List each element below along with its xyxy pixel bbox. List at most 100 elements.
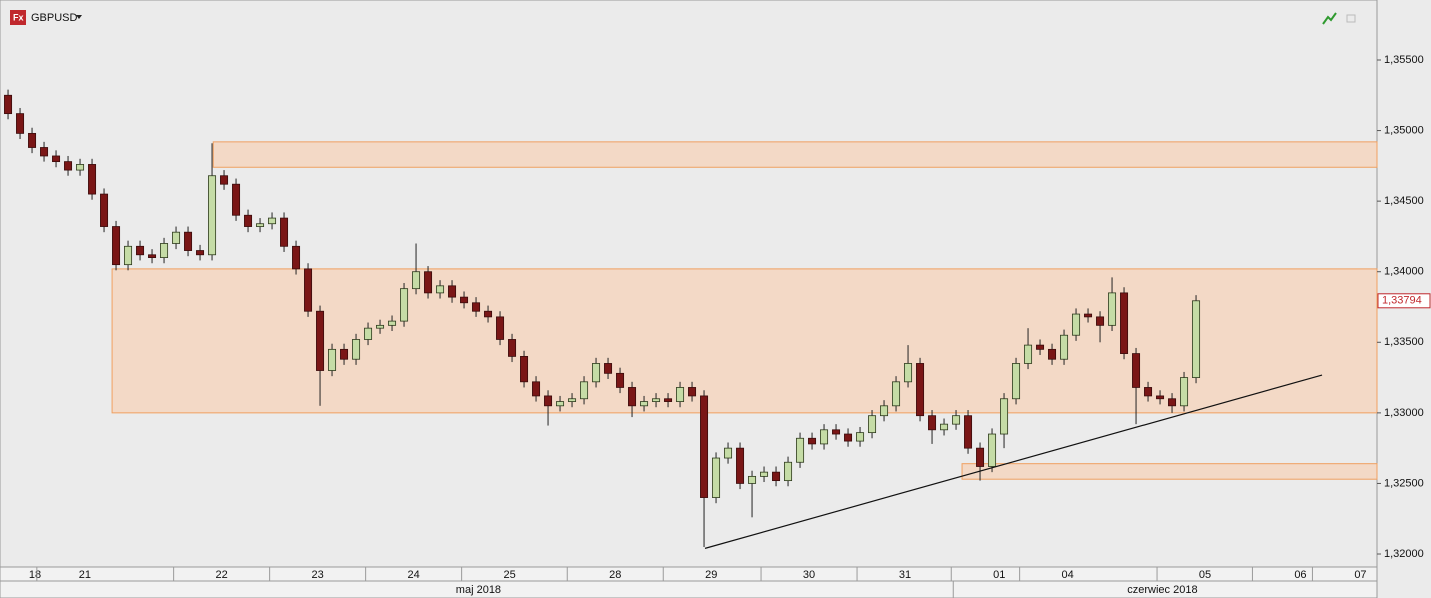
candle-body <box>148 254 157 258</box>
x-tick-label: 24 <box>408 569 420 581</box>
symbol-title[interactable]: GBPUSD <box>31 12 78 24</box>
trend-icon[interactable] <box>1322 12 1337 25</box>
candle-body <box>760 471 769 477</box>
candle-body <box>400 288 409 322</box>
candle-body <box>76 164 85 171</box>
candle-body <box>952 415 961 425</box>
candle-body <box>784 461 793 482</box>
x-tick-label: 04 <box>1062 569 1074 581</box>
x-tick-label: 01 <box>993 569 1005 581</box>
y-tick-label: 1,32500 <box>1384 477 1424 489</box>
candle-body <box>1096 316 1105 326</box>
candle-body <box>160 243 169 258</box>
candle-body <box>376 324 385 329</box>
candle-body <box>880 405 889 417</box>
candle-body <box>496 316 505 340</box>
candle-body <box>796 437 805 463</box>
zone <box>961 463 1378 480</box>
x-tick-label: 28 <box>609 569 621 581</box>
candle-body <box>100 193 109 227</box>
toolbar: Fx GBPUSD <box>10 10 1356 25</box>
candle-body <box>1192 300 1201 378</box>
candle-body <box>832 429 841 435</box>
candle-body <box>736 447 745 484</box>
candle-body <box>532 381 541 397</box>
candle-body <box>40 147 49 157</box>
candle-body <box>964 415 973 449</box>
candle-body <box>1156 395 1165 400</box>
candle-body <box>808 437 817 445</box>
chart-layer: 1,32000 1,32500 1,33000 1,33500 1,34000 1,345… <box>4 54 1431 598</box>
candle-body <box>484 310 493 318</box>
candle-body <box>976 447 985 467</box>
x-tick-label: 07 <box>1354 569 1366 581</box>
candle-body <box>4 94 13 115</box>
candle-body <box>844 433 853 442</box>
candle-body <box>112 226 121 266</box>
x-tick-label: 29 <box>705 569 717 581</box>
candle-body <box>424 271 433 294</box>
candle-body <box>460 296 469 304</box>
fx-icon[interactable] <box>10 10 26 25</box>
candle-body <box>448 285 457 298</box>
candle-body <box>940 423 949 431</box>
candle-body <box>64 161 73 171</box>
candle-body <box>856 432 865 442</box>
candle-body <box>556 401 565 407</box>
candle-body <box>652 398 661 402</box>
candle-body <box>364 327 373 340</box>
x-axis-area <box>0 566 1378 598</box>
candle-body <box>208 175 217 256</box>
candle-body <box>1048 348 1057 360</box>
candle-body <box>676 387 685 402</box>
candle-body <box>640 401 649 407</box>
candle-body <box>88 164 97 195</box>
candle-body <box>472 302 481 312</box>
zone <box>212 141 1378 168</box>
candle-body <box>1072 313 1081 336</box>
candle-body <box>1000 398 1009 435</box>
candle-body <box>136 245 145 256</box>
candle-body <box>388 320 397 326</box>
candle-body <box>892 381 901 407</box>
x-tick-label: 30 <box>803 569 815 581</box>
candle-body <box>280 217 289 247</box>
candle-body <box>1084 313 1093 318</box>
candle-body <box>184 231 193 251</box>
candle-body <box>244 214 253 227</box>
candle-body <box>508 339 517 357</box>
candle-body <box>712 457 721 498</box>
candle-body <box>1012 363 1021 400</box>
candle-body <box>580 381 589 400</box>
candle-body <box>316 310 325 371</box>
candle-body <box>256 223 265 227</box>
candle-body <box>412 271 421 290</box>
candle-body <box>16 113 25 134</box>
candle-body <box>664 398 673 402</box>
candle-body <box>520 356 529 383</box>
candle-body <box>52 155 61 163</box>
fx-icon-text: Fx <box>13 12 24 22</box>
y-tick-label: 1,32000 <box>1384 548 1424 560</box>
candle-body <box>268 217 277 225</box>
x-tick-label: 05 <box>1199 569 1211 581</box>
candle-body <box>988 433 997 467</box>
window-icon[interactable] <box>1346 14 1356 23</box>
x-tick-label: 21 <box>79 569 91 581</box>
x-tick-label: 25 <box>504 569 516 581</box>
x-tick-label: 22 <box>216 569 228 581</box>
y-tick-label: 1,34000 <box>1384 266 1424 278</box>
candle-body <box>232 183 241 216</box>
candle-body <box>700 395 709 498</box>
candle-body <box>292 245 301 270</box>
month-label: czerwiec 2018 <box>1127 584 1197 596</box>
y-tick-label: 1,35000 <box>1384 124 1424 136</box>
dropdown-arrow[interactable] <box>76 15 82 19</box>
candle-body <box>820 429 829 445</box>
candle-body <box>1144 387 1153 397</box>
candle-body <box>688 387 697 397</box>
trendline <box>704 374 1323 549</box>
x-tick-label: 31 <box>899 569 911 581</box>
candle-body <box>1168 398 1177 407</box>
